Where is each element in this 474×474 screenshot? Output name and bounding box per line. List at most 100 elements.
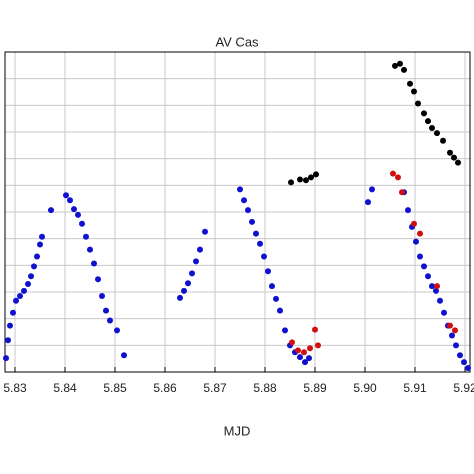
chart-title: AV Cas <box>215 34 259 49</box>
data-point <box>297 354 303 361</box>
data-point <box>237 186 243 193</box>
data-point <box>249 218 255 225</box>
x-tick-label: 5.83 <box>3 381 27 395</box>
data-point <box>421 110 427 117</box>
data-point <box>99 293 105 299</box>
data-point <box>411 220 417 227</box>
data-point <box>3 355 9 362</box>
data-point <box>91 260 97 267</box>
data-point <box>447 149 453 156</box>
x-tick-label: 5.88 <box>253 381 277 395</box>
data-point <box>177 294 183 301</box>
data-point <box>429 283 435 290</box>
data-point <box>417 253 423 260</box>
data-point <box>447 322 453 329</box>
data-point <box>21 287 27 294</box>
data-point <box>434 283 440 290</box>
data-point <box>451 154 457 161</box>
data-point <box>392 62 398 69</box>
x-tick-label: 5.84 <box>53 381 77 395</box>
x-tick-label: 5.86 <box>153 381 177 395</box>
data-point <box>369 186 375 193</box>
data-point <box>7 322 13 329</box>
data-point <box>34 253 40 260</box>
data-point <box>121 352 127 359</box>
data-point <box>37 241 43 248</box>
data-point <box>457 352 463 359</box>
data-point <box>315 342 321 349</box>
data-point <box>297 176 303 183</box>
data-point <box>83 233 89 240</box>
data-point <box>437 297 443 304</box>
data-point <box>288 179 294 186</box>
data-point <box>189 270 195 277</box>
data-point <box>253 230 259 237</box>
data-point <box>302 359 308 366</box>
data-point <box>449 332 455 339</box>
x-tick-label: 5.92 <box>453 381 474 395</box>
data-point <box>241 197 247 204</box>
data-point <box>455 159 461 166</box>
data-point <box>421 263 427 270</box>
data-point <box>289 339 295 346</box>
data-point <box>114 327 120 334</box>
data-point <box>282 327 288 334</box>
data-point <box>202 228 208 235</box>
x-tick-label: 5.85 <box>103 381 127 395</box>
data-point <box>295 347 301 354</box>
data-point <box>303 177 309 184</box>
data-point <box>405 207 411 214</box>
data-point <box>440 137 446 144</box>
x-tick-label: 5.91 <box>403 381 427 395</box>
data-point <box>411 88 417 95</box>
data-point <box>79 220 85 227</box>
data-point <box>461 359 467 366</box>
data-point <box>185 280 191 287</box>
data-point <box>433 287 439 294</box>
data-point <box>308 174 314 181</box>
data-point <box>245 207 251 214</box>
data-point <box>452 327 458 334</box>
data-point <box>407 80 413 87</box>
data-point <box>107 317 113 324</box>
plot-frame <box>4 51 471 373</box>
data-point <box>193 258 199 265</box>
data-point <box>95 276 101 283</box>
data-point <box>261 253 267 260</box>
data-point <box>5 337 11 344</box>
data-point <box>28 273 34 280</box>
data-point <box>425 273 431 280</box>
data-point <box>415 100 421 107</box>
data-point <box>365 199 371 206</box>
data-point <box>197 246 203 253</box>
data-point <box>434 130 440 137</box>
data-point <box>87 246 93 253</box>
data-point <box>277 307 283 314</box>
data-point <box>417 230 423 237</box>
data-point <box>31 263 37 270</box>
data-point <box>425 118 431 125</box>
data-point <box>269 283 275 290</box>
data-point <box>67 197 73 204</box>
data-point <box>10 309 16 316</box>
data-point <box>103 307 109 314</box>
data-point <box>306 355 312 362</box>
data-point <box>257 240 263 247</box>
x-axis-label: MJD <box>224 423 251 438</box>
data-point <box>390 170 396 177</box>
data-point <box>75 211 81 218</box>
data-point <box>465 365 471 371</box>
data-point <box>441 309 447 316</box>
data-point <box>312 326 318 333</box>
data-point <box>181 287 187 294</box>
data-point <box>301 349 307 356</box>
data-point <box>313 171 319 178</box>
x-tick-label: 5.89 <box>303 381 327 395</box>
x-tick-label: 5.90 <box>353 381 377 395</box>
x-tick-label: 5.87 <box>203 381 227 395</box>
data-point <box>399 189 405 196</box>
data-point <box>265 268 271 275</box>
data-point <box>307 345 313 352</box>
data-point <box>13 297 19 304</box>
